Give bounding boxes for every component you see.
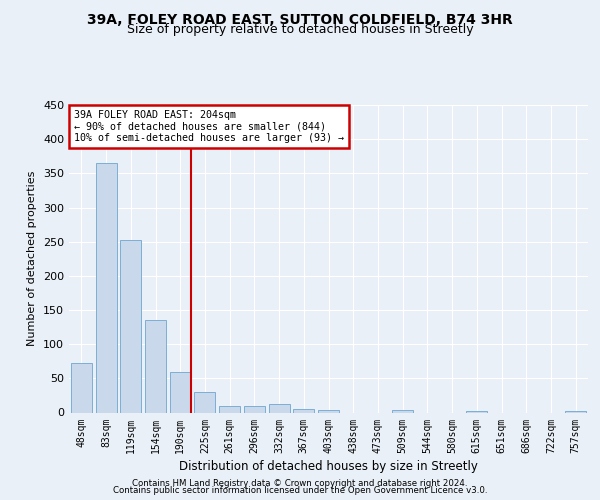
Bar bbox=[318, 410, 339, 412]
Bar bbox=[244, 406, 265, 412]
Bar bbox=[95, 163, 116, 412]
X-axis label: Distribution of detached houses by size in Streetly: Distribution of detached houses by size … bbox=[179, 460, 478, 472]
Bar bbox=[269, 404, 290, 412]
Bar bbox=[392, 410, 413, 412]
Bar bbox=[120, 240, 141, 412]
Bar bbox=[145, 320, 166, 412]
Text: Contains public sector information licensed under the Open Government Licence v3: Contains public sector information licen… bbox=[113, 486, 487, 495]
Text: 39A, FOLEY ROAD EAST, SUTTON COLDFIELD, B74 3HR: 39A, FOLEY ROAD EAST, SUTTON COLDFIELD, … bbox=[87, 12, 513, 26]
Text: Contains HM Land Registry data © Crown copyright and database right 2024.: Contains HM Land Registry data © Crown c… bbox=[132, 478, 468, 488]
Text: Size of property relative to detached houses in Streetly: Size of property relative to detached ho… bbox=[127, 22, 473, 36]
Bar bbox=[466, 411, 487, 412]
Text: 39A FOLEY ROAD EAST: 204sqm
← 90% of detached houses are smaller (844)
10% of se: 39A FOLEY ROAD EAST: 204sqm ← 90% of det… bbox=[74, 110, 344, 143]
Bar bbox=[71, 362, 92, 412]
Bar bbox=[565, 411, 586, 412]
Bar bbox=[219, 406, 240, 412]
Bar bbox=[293, 409, 314, 412]
Bar bbox=[194, 392, 215, 412]
Bar bbox=[170, 372, 191, 412]
Y-axis label: Number of detached properties: Number of detached properties bbox=[28, 171, 37, 346]
